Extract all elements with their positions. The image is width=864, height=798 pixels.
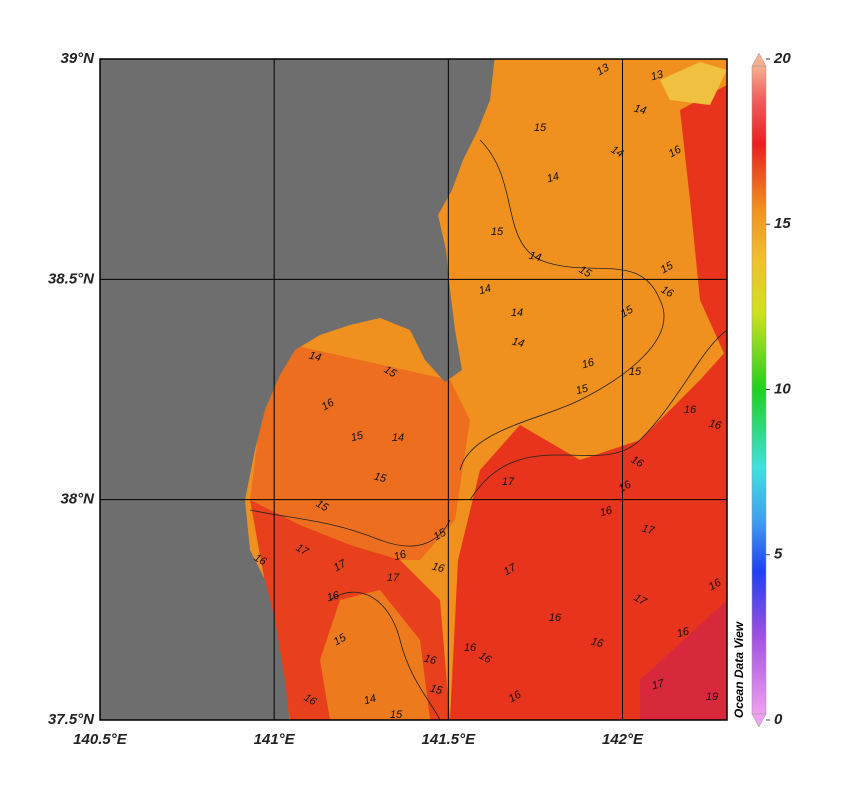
contour-line xyxy=(469,329,727,501)
y-tick-label: 37.5°N xyxy=(48,711,95,728)
contour-label: 17 xyxy=(502,476,515,488)
contour-label: 14 xyxy=(308,350,323,365)
contour-label: 15 xyxy=(575,382,591,397)
contour-label: 14 xyxy=(478,283,493,298)
contour-label: 16 xyxy=(684,404,697,416)
contour-label: 15 xyxy=(373,471,389,486)
colorbar-cap xyxy=(751,52,767,67)
contour-label: 15 xyxy=(534,122,547,134)
contour-label: 14 xyxy=(528,250,543,265)
colorbar-tick-label: 15 xyxy=(774,215,791,232)
contour-label: 16 xyxy=(708,418,724,433)
contour-label: 16 xyxy=(326,589,342,604)
contour-label: 15 xyxy=(429,683,445,698)
y-tick-label: 39°N xyxy=(60,50,95,67)
x-tick-label: 142°E xyxy=(602,731,644,748)
land xyxy=(100,59,495,720)
map-area xyxy=(100,59,727,720)
contour-label: 16 xyxy=(590,636,606,651)
ocean-zone xyxy=(450,350,727,720)
x-tick-label: 140.5°E xyxy=(73,731,128,748)
contour-label: 16 xyxy=(393,548,409,563)
contour-label: 16 xyxy=(464,642,477,654)
contour-label: 17 xyxy=(651,677,667,692)
contour-label: 16 xyxy=(599,504,615,519)
contour-label: 16 xyxy=(581,356,597,371)
contour-label: 16 xyxy=(676,625,692,640)
contour-label: 15 xyxy=(350,429,366,444)
watermark: Ocean Data View xyxy=(732,621,746,718)
contour-label: 13 xyxy=(650,68,666,83)
contour-label: 14 xyxy=(392,432,404,444)
contour-line xyxy=(249,509,451,547)
colorbar-tick-label: 20 xyxy=(773,50,791,67)
colorbar-tick-label: 0 xyxy=(774,711,783,728)
contour-label: 14 xyxy=(546,171,561,186)
y-tick-label: 38.5°N xyxy=(48,270,95,287)
contour-label: 16 xyxy=(431,561,447,576)
contour-label: 14 xyxy=(609,144,626,161)
contour-label: 15 xyxy=(390,709,403,721)
contour-label: 14 xyxy=(633,103,648,118)
contour-label: 15 xyxy=(491,226,504,238)
colorbar-tick-label: 5 xyxy=(774,546,783,563)
contour-label: 14 xyxy=(363,693,378,708)
colorbar xyxy=(751,65,767,715)
ocean-zone xyxy=(320,590,430,720)
ocean-zone xyxy=(250,340,470,560)
contour-line xyxy=(329,591,441,720)
contour-line xyxy=(459,139,665,471)
contour-label: 17 xyxy=(387,572,400,584)
ocean-zone xyxy=(660,62,727,105)
contour-label: 19 xyxy=(706,691,718,703)
contour-label: 15 xyxy=(629,366,642,378)
ocean-zone xyxy=(680,85,727,360)
contour-label: 16 xyxy=(549,612,562,624)
colorbar-cap xyxy=(751,713,767,728)
ocean-zone xyxy=(640,600,727,720)
contour-label: 14 xyxy=(511,307,523,319)
x-tick-label: 141.5°E xyxy=(422,731,477,748)
colorbar-tick-label: 10 xyxy=(774,380,791,397)
contour-label: 17 xyxy=(641,523,657,538)
y-tick-label: 38°N xyxy=(60,491,95,508)
contour-label: 14 xyxy=(511,336,526,351)
x-tick-label: 141°E xyxy=(254,731,296,748)
contour-label: 16 xyxy=(423,653,439,668)
